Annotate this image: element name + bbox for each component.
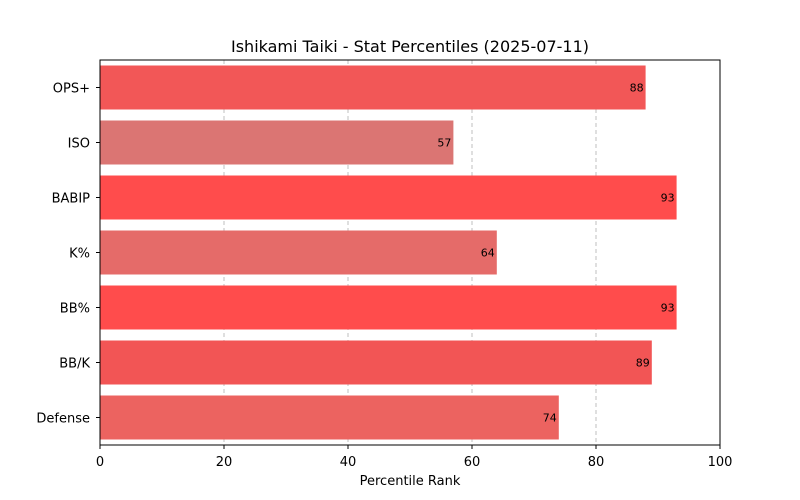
bar-value-label: 64 (481, 247, 495, 260)
bar-value-label: 88 (630, 82, 644, 95)
y-tick-label: K% (69, 247, 90, 262)
bars (100, 65, 677, 440)
x-tick-label: 60 (464, 455, 481, 470)
y-tick-label: ISO (68, 137, 90, 152)
y-tick-label: BB% (60, 302, 90, 317)
bar-value-label: 93 (661, 302, 675, 315)
bar-value-label: 57 (437, 137, 451, 150)
x-tick-label: 80 (588, 455, 605, 470)
y-tick-label: Defense (36, 412, 90, 427)
x-axis-label: Percentile Rank (360, 474, 461, 489)
bar-value-label: 74 (543, 412, 557, 425)
bar-bbk (100, 340, 652, 385)
y-tick-label: BB/K (59, 357, 90, 372)
bar-bb (100, 285, 677, 330)
x-tick-label: 100 (708, 455, 733, 470)
bar-ops (100, 65, 646, 110)
y-axis-ticks: OPS+ ISO BABIP K% BB% BB/K Defense (36, 82, 100, 427)
x-axis-ticks: 0 20 40 60 80 100 (96, 445, 733, 470)
data-labels: 88 57 93 64 93 89 74 (437, 82, 674, 425)
chart-title: Ishikami Taiki - Stat Percentiles (2025-… (231, 37, 589, 56)
bar-defense (100, 395, 559, 440)
x-tick-label: 40 (340, 455, 357, 470)
y-tick-label: OPS+ (53, 82, 90, 97)
y-tick-label: BABIP (52, 192, 91, 207)
bar-value-label: 93 (661, 192, 675, 205)
bar-value-label: 89 (636, 357, 650, 370)
x-tick-label: 0 (96, 455, 104, 470)
bar-babip (100, 175, 677, 220)
bar-k (100, 230, 497, 275)
x-tick-label: 20 (216, 455, 233, 470)
bar-iso (100, 120, 454, 165)
